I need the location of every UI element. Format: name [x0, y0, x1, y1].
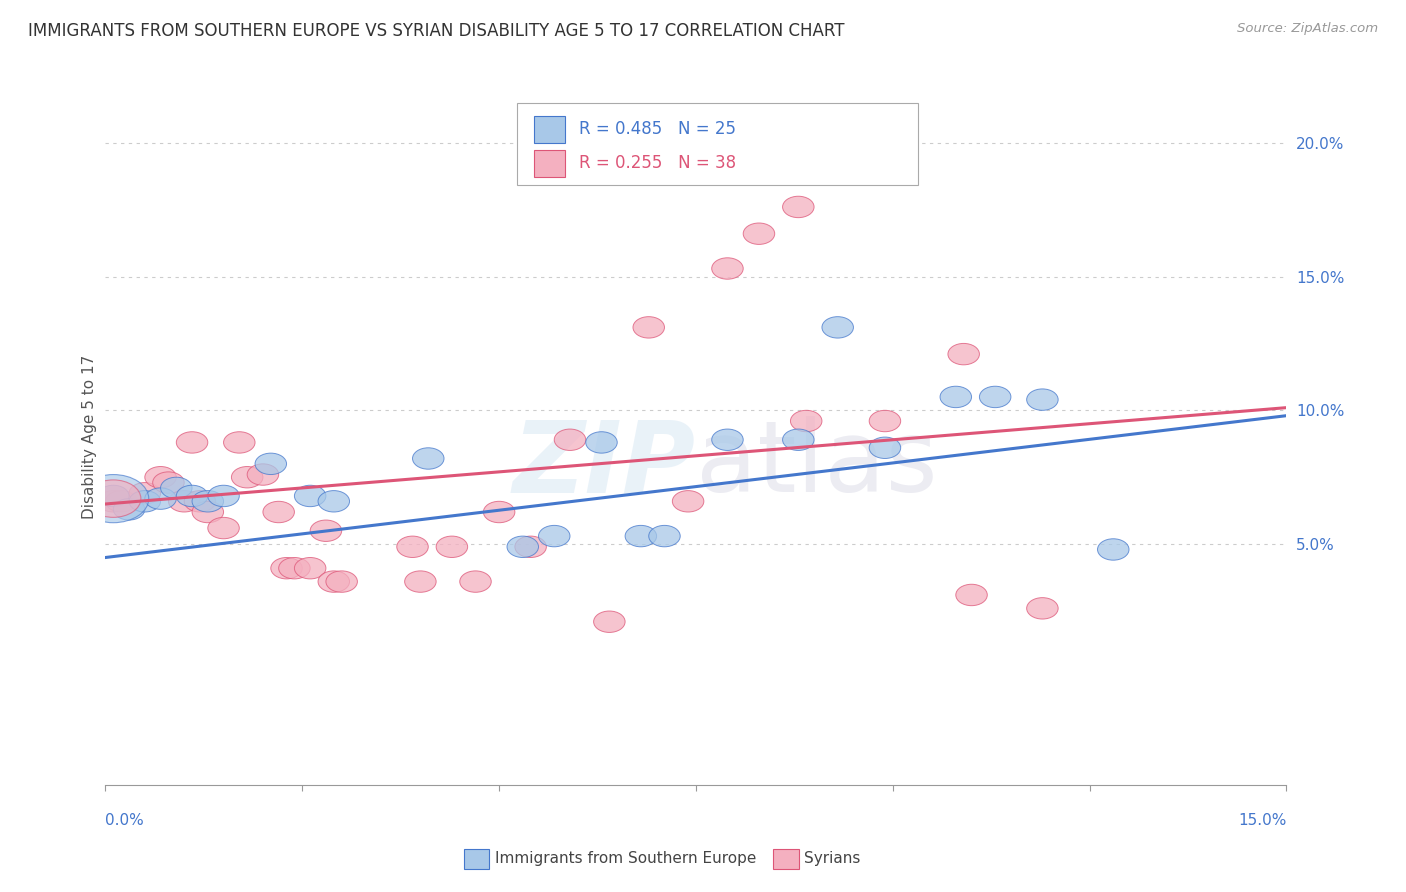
Ellipse shape — [129, 483, 160, 504]
Text: R = 0.255   N = 38: R = 0.255 N = 38 — [579, 154, 737, 172]
Ellipse shape — [980, 386, 1011, 408]
Text: IMMIGRANTS FROM SOUTHERN EUROPE VS SYRIAN DISABILITY AGE 5 TO 17 CORRELATION CHA: IMMIGRANTS FROM SOUTHERN EUROPE VS SYRIA… — [28, 22, 845, 40]
Ellipse shape — [160, 477, 193, 499]
Text: Syrians: Syrians — [804, 852, 860, 866]
Ellipse shape — [412, 448, 444, 469]
Ellipse shape — [869, 437, 901, 458]
Ellipse shape — [593, 611, 626, 632]
Ellipse shape — [208, 517, 239, 539]
Ellipse shape — [1026, 598, 1059, 619]
Ellipse shape — [672, 491, 704, 512]
Ellipse shape — [271, 558, 302, 579]
Y-axis label: Disability Age 5 to 17: Disability Age 5 to 17 — [82, 355, 97, 519]
Ellipse shape — [783, 429, 814, 450]
Text: Source: ZipAtlas.com: Source: ZipAtlas.com — [1237, 22, 1378, 36]
Ellipse shape — [114, 499, 145, 520]
Ellipse shape — [823, 317, 853, 338]
Ellipse shape — [294, 485, 326, 507]
Text: 0.0%: 0.0% — [105, 814, 145, 828]
Ellipse shape — [145, 467, 176, 488]
Ellipse shape — [263, 501, 294, 523]
Ellipse shape — [86, 480, 141, 517]
Ellipse shape — [208, 485, 239, 507]
Ellipse shape — [956, 584, 987, 606]
Ellipse shape — [77, 475, 149, 523]
Text: ZIP: ZIP — [513, 417, 696, 514]
Ellipse shape — [278, 558, 311, 579]
Ellipse shape — [247, 464, 278, 485]
Ellipse shape — [318, 571, 350, 592]
Ellipse shape — [97, 491, 129, 512]
Ellipse shape — [153, 472, 184, 493]
Ellipse shape — [508, 536, 538, 558]
Ellipse shape — [193, 491, 224, 512]
Ellipse shape — [790, 410, 823, 432]
Ellipse shape — [232, 467, 263, 488]
Ellipse shape — [326, 571, 357, 592]
Ellipse shape — [744, 223, 775, 244]
Ellipse shape — [436, 536, 468, 558]
Ellipse shape — [869, 410, 901, 432]
Ellipse shape — [1098, 539, 1129, 560]
Ellipse shape — [783, 196, 814, 218]
Ellipse shape — [97, 485, 129, 507]
Ellipse shape — [169, 491, 200, 512]
Ellipse shape — [941, 386, 972, 408]
Ellipse shape — [711, 258, 744, 279]
Ellipse shape — [633, 317, 665, 338]
Text: atlas: atlas — [696, 417, 938, 514]
Ellipse shape — [586, 432, 617, 453]
Ellipse shape — [484, 501, 515, 523]
Ellipse shape — [224, 432, 254, 453]
Ellipse shape — [294, 558, 326, 579]
Ellipse shape — [176, 432, 208, 453]
Ellipse shape — [129, 491, 160, 512]
Ellipse shape — [105, 491, 136, 512]
Ellipse shape — [193, 501, 224, 523]
Ellipse shape — [948, 343, 980, 365]
Ellipse shape — [405, 571, 436, 592]
Ellipse shape — [460, 571, 491, 592]
Text: R = 0.485   N = 25: R = 0.485 N = 25 — [579, 120, 737, 138]
Ellipse shape — [176, 485, 208, 507]
Text: Immigrants from Southern Europe: Immigrants from Southern Europe — [495, 852, 756, 866]
Ellipse shape — [626, 525, 657, 547]
Ellipse shape — [396, 536, 429, 558]
Ellipse shape — [254, 453, 287, 475]
Text: 15.0%: 15.0% — [1239, 814, 1286, 828]
Ellipse shape — [1026, 389, 1059, 410]
Ellipse shape — [648, 525, 681, 547]
Ellipse shape — [515, 536, 547, 558]
Ellipse shape — [145, 488, 176, 509]
Ellipse shape — [554, 429, 586, 450]
Ellipse shape — [318, 491, 350, 512]
Ellipse shape — [311, 520, 342, 541]
Ellipse shape — [711, 429, 744, 450]
Ellipse shape — [538, 525, 569, 547]
Ellipse shape — [184, 491, 215, 512]
